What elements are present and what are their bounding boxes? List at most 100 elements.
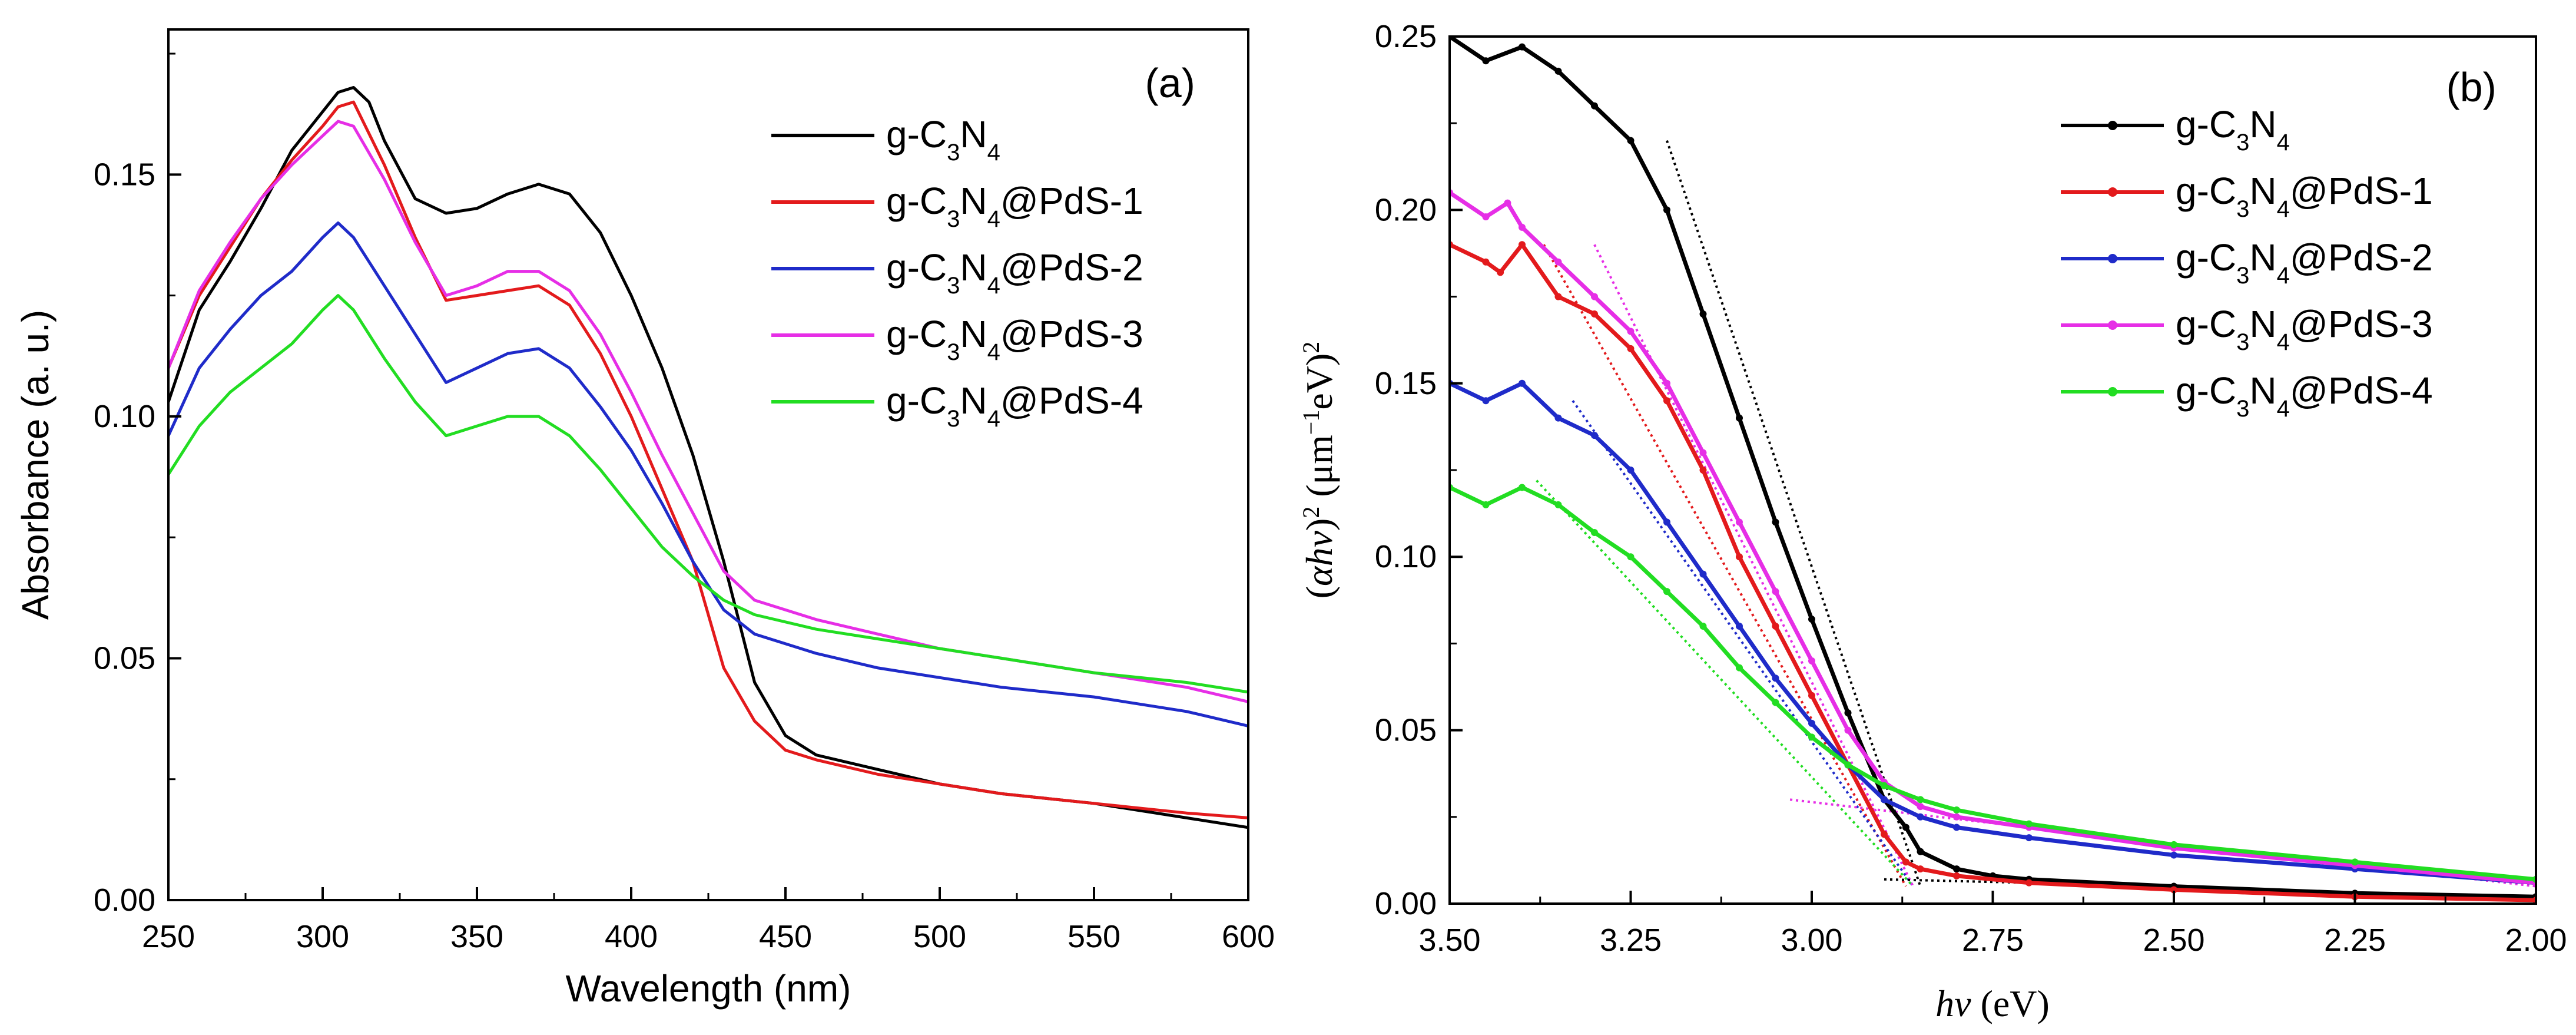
panel-b-ticks: 3.50 3.25 3.00 2.75 2.50 2.25 2.00 0.00 0.05 0.10… — [1375, 19, 2567, 958]
a-legend-label-g-c3n4-pds-4: g-C3N4@PdS-4 — [886, 379, 1143, 432]
panel-a-y-axis-title: Absorbance (a. u.) — [14, 310, 57, 620]
b-series-point-g-c3n4-pds-3 — [1772, 588, 1779, 596]
b-series-point-g-c3n4-pds-3 — [1627, 328, 1635, 335]
b-series-point-g-c3n4 — [1953, 865, 1960, 873]
b-fit-line-g-c3n4 — [1666, 140, 1922, 887]
b-series-point-g-c3n4-pds-1 — [1902, 858, 1909, 866]
b-series-point-g-c3n4-pds-1 — [1663, 397, 1670, 405]
b-series-point-g-c3n4 — [1772, 518, 1779, 526]
b-series-point-g-c3n4-pds-4 — [1953, 806, 1960, 814]
b-series-point-g-c3n4 — [1808, 616, 1815, 623]
b-series-point-g-c3n4 — [1902, 824, 1909, 831]
b-y-tick-label: 0.15 — [1375, 366, 1437, 401]
b-series-point-g-c3n4-pds-2 — [1482, 397, 1490, 405]
b-series-line-g-c3n4 — [1450, 37, 2536, 899]
a-y-tick-label: 0.15 — [94, 157, 155, 192]
b-series-point-g-c3n4-pds-1 — [1808, 692, 1815, 699]
b-series-point-g-c3n4-pds-4 — [1772, 699, 1779, 706]
b-series-point-g-c3n4-pds-2 — [1881, 796, 1888, 803]
b-series-point-g-c3n4-pds-1 — [1881, 831, 1888, 838]
b-series-point-g-c3n4 — [1663, 206, 1670, 214]
b-fit-line-g-c3n4-pds-1 — [1543, 244, 1907, 887]
a-x-tick-label: 300 — [296, 919, 349, 954]
b-series-point-g-c3n4 — [1736, 414, 1743, 422]
a-series-line-g-c3n4-pds-3 — [168, 120, 1248, 703]
b-series-point-g-c3n4-pds-4 — [1881, 782, 1888, 789]
panel-b-y-axis-title: (αhν)2 (μm−1eV)2 — [1298, 342, 1341, 599]
b-series-point-g-c3n4-pds-4 — [1699, 622, 1707, 630]
b-legend-marker-g-c3n4-pds-4 — [2108, 387, 2117, 396]
a-legend-label-g-c3n4-pds-2: g-C3N4@PdS-2 — [886, 246, 1143, 299]
b-series-point-g-c3n4-pds-3 — [1808, 657, 1815, 664]
b-series-point-g-c3n4-pds-3 — [1699, 449, 1707, 457]
b-series-point-g-c3n4-pds-2 — [1663, 518, 1670, 526]
a-series-line-g-c3n4 — [168, 86, 1248, 829]
panel-b-frame — [1448, 35, 2537, 905]
panel-a-plot-area — [168, 86, 1248, 829]
b-series-line-g-c3n4-pds-2 — [1450, 381, 2536, 885]
b-series-point-g-c3n4-pds-1 — [1497, 269, 1504, 276]
b-series-point-g-c3n4-pds-4 — [1917, 796, 1924, 803]
b-legend-label-g-c3n4-pds-2: g-C3N4@PdS-2 — [2176, 236, 2433, 289]
a-series-line-g-c3n4-pds-1 — [168, 100, 1248, 819]
b-series-point-g-c3n4-pds-3 — [1953, 813, 1960, 821]
b-series-point-g-c3n4-pds-3 — [1917, 803, 1924, 811]
panel-b-x-axis-title: hν (eV) — [1935, 983, 2050, 1024]
b-x-tick-label: 2.00 — [2505, 922, 2567, 958]
b-series-point-g-c3n4 — [1627, 137, 1635, 144]
b-x-tick-label: 2.50 — [2143, 922, 2204, 958]
b-series-point-g-c3n4-pds-2 — [2170, 851, 2177, 859]
b-series-point-g-c3n4-pds-4 — [1627, 553, 1635, 561]
b-series-point-g-c3n4-pds-2 — [1519, 379, 1526, 387]
a-series-line-g-c3n4-pds-2 — [168, 221, 1248, 728]
a-x-tick-label: 550 — [1067, 919, 1120, 954]
b-fit-line-g-c3n4-pds-3 — [1593, 244, 1914, 887]
panel-a-ticks: 250 300 350 400 450 500 550 600 0.00 0.05 0.10 0.15 — [94, 52, 1275, 954]
b-series-point-g-c3n4-pds-2 — [1808, 719, 1815, 727]
b-series-point-g-c3n4-pds-3 — [1482, 213, 1490, 221]
b-y-tick-label: 0.25 — [1375, 19, 1437, 54]
b-series-point-g-c3n4-pds-4 — [1736, 664, 1743, 672]
a-legend-label-g-c3n4: g-C3N4 — [886, 113, 1000, 166]
a-x-tick-label: 350 — [450, 919, 503, 954]
panel-a-legend: g-C3N4 g-C3N4@PdS-1 g-C3N4@PdS-2 g-C3N4@PdS… — [771, 113, 1143, 432]
b-series-point-g-c3n4-pds-1 — [1482, 258, 1490, 266]
b-y-tick-label: 0.00 — [1375, 886, 1437, 921]
b-series-point-g-c3n4 — [1844, 709, 1852, 717]
panel-a-frame — [167, 28, 1249, 901]
b-series-point-g-c3n4 — [1519, 43, 1526, 51]
b-series-point-g-c3n4-pds-1 — [1953, 872, 1960, 879]
b-fit-line-baseline — [1884, 878, 2030, 884]
b-series-point-g-c3n4-pds-2 — [2025, 834, 2033, 842]
b-x-tick-label: 3.50 — [1418, 922, 1480, 958]
a-y-tick-label: 0.10 — [94, 399, 155, 434]
b-series-point-g-c3n4-pds-2 — [1627, 467, 1635, 474]
b-series-point-g-c3n4-pds-2 — [1953, 824, 1960, 831]
b-legend-label-g-c3n4: g-C3N4 — [2176, 103, 2290, 156]
b-series-point-g-c3n4-pds-1 — [1554, 293, 1562, 300]
b-legend-marker-g-c3n4-pds-3 — [2108, 320, 2117, 330]
b-series-point-g-c3n4-pds-1 — [1627, 345, 1635, 352]
b-x-tick-label: 3.00 — [1781, 922, 1842, 958]
b-x-tick-label: 2.75 — [1962, 922, 2024, 958]
a-series-line-g-c3n4-pds-4 — [168, 294, 1248, 694]
panel-b-chart: 3.50 3.25 3.00 2.75 2.50 2.25 2.00 0.00 0.05 0.10… — [1298, 19, 2567, 1024]
b-series-point-g-c3n4 — [1482, 57, 1490, 65]
b-series-point-g-c3n4-pds-4 — [2351, 858, 2359, 866]
b-series-point-g-c3n4 — [1554, 67, 1562, 75]
b-series-point-g-c3n4-pds-3 — [1663, 379, 1670, 387]
b-series-point-g-c3n4-pds-4 — [1663, 588, 1670, 596]
b-y-tick-label: 0.20 — [1375, 192, 1437, 227]
b-legend-label-g-c3n4-pds-1: g-C3N4@PdS-1 — [2176, 170, 2433, 222]
b-y-tick-label: 0.10 — [1375, 539, 1437, 574]
b-series-point-g-c3n4-pds-4 — [2170, 841, 2177, 848]
panel-b-legend: g-C3N4 g-C3N4@PdS-1 g-C3N4@PdS-2 g-C3N4@PdS… — [2061, 103, 2433, 422]
b-series-point-g-c3n4 — [1699, 310, 1707, 318]
b-series-point-g-c3n4-pds-4 — [1808, 733, 1815, 741]
b-series-point-g-c3n4-pds-4 — [1482, 501, 1490, 508]
panel-b-tag: (b) — [2446, 64, 2497, 110]
b-series-point-g-c3n4-pds-4 — [1519, 484, 1526, 491]
b-legend-marker-g-c3n4-pds-1 — [2108, 187, 2117, 197]
a-x-tick-label: 500 — [913, 919, 966, 954]
b-series-point-g-c3n4-pds-3 — [1736, 518, 1743, 526]
